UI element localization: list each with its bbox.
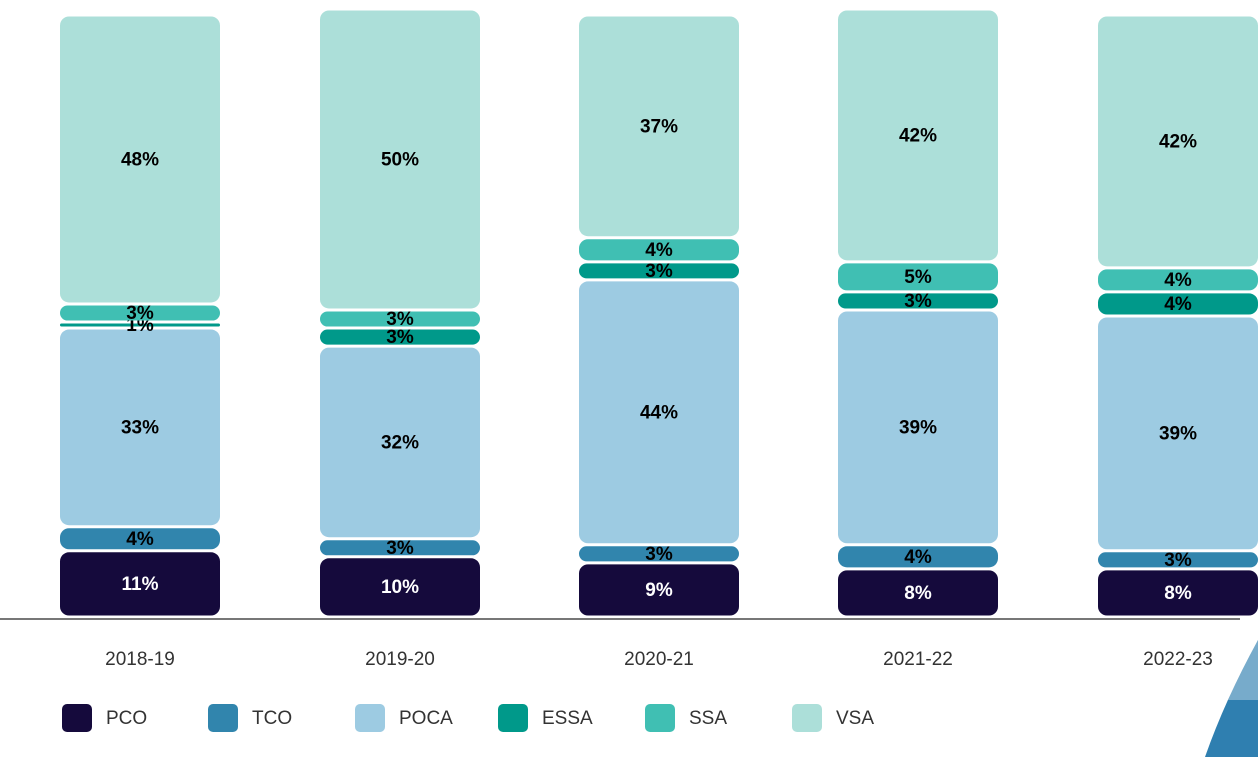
bar-segment: [579, 546, 739, 562]
legend-label: PCO: [106, 708, 147, 729]
legend-swatch: [645, 704, 675, 732]
bar-segment: [320, 329, 480, 345]
bar-segment: [320, 347, 480, 538]
bar-segment: [838, 10, 998, 261]
bar-segment: [320, 10, 480, 309]
segment-label: 4%: [1164, 294, 1192, 315]
x-tick-label: 2019-20: [365, 649, 435, 670]
segment-label: 3%: [386, 327, 414, 348]
segment-label: 3%: [645, 261, 673, 282]
segment-label: 10%: [381, 577, 419, 598]
legend-swatch: [498, 704, 528, 732]
segment-label: 3%: [1164, 550, 1192, 571]
segment-label: 50%: [381, 149, 419, 170]
bar-segment: [1098, 269, 1258, 291]
segment-label: 3%: [126, 303, 154, 324]
x-tick-label: 2018-19: [105, 649, 175, 670]
bar-segment: [60, 552, 220, 616]
segment-label: 42%: [1159, 131, 1197, 152]
segment-label: 5%: [904, 267, 932, 288]
bar-segment: [579, 281, 739, 544]
bar-segment: [1098, 552, 1258, 568]
legend-swatch: [792, 704, 822, 732]
bar-segment: [838, 570, 998, 616]
legend-swatch: [355, 704, 385, 732]
segment-label: 44%: [640, 402, 678, 423]
bar-segment: [60, 329, 220, 526]
legend-label: VSA: [836, 708, 874, 729]
segment-label: 39%: [1159, 423, 1197, 444]
x-tick-label: 2021-22: [883, 649, 953, 670]
segment-label: 3%: [645, 544, 673, 565]
x-tick-label: 2020-21: [624, 649, 694, 670]
segment-label: 39%: [899, 417, 937, 438]
bar-segment: [838, 311, 998, 544]
segment-label: 4%: [126, 529, 154, 550]
segment-label: 37%: [640, 116, 678, 137]
decoration: [1205, 640, 1258, 757]
bar-segment: [838, 293, 998, 309]
legend-label: SSA: [689, 708, 727, 729]
segment-label: 11%: [122, 574, 159, 595]
bar-segment: [320, 540, 480, 556]
legend-swatch: [62, 704, 92, 732]
decoration: [1228, 640, 1258, 700]
bar-segment: [1098, 570, 1258, 616]
bar-segment: [320, 311, 480, 327]
segment-label: 4%: [645, 240, 673, 261]
bar-segment: [579, 564, 739, 616]
segment-label: 33%: [121, 417, 159, 438]
segment-label: 8%: [1164, 583, 1192, 604]
legend-label: POCA: [399, 708, 453, 729]
x-tick-label: 2022-23: [1143, 649, 1213, 670]
bar-segment: [1098, 317, 1258, 550]
legend-swatch: [208, 704, 238, 732]
bar-segment: [579, 239, 739, 261]
segment-label: 3%: [386, 309, 414, 330]
bar-segment: [1098, 293, 1258, 315]
bar-segment: [579, 263, 739, 279]
legend-label: TCO: [252, 708, 292, 729]
segment-label: 8%: [904, 583, 932, 604]
bar-segment: [60, 323, 220, 327]
bar-segment: [579, 16, 739, 237]
bar-segment: [838, 546, 998, 568]
bar-segment: [320, 558, 480, 616]
legend-label: ESSA: [542, 708, 593, 729]
segment-label: 4%: [904, 547, 932, 568]
bar-segment: [838, 263, 998, 291]
segment-label: 32%: [381, 432, 419, 453]
segment-label: 3%: [904, 291, 932, 312]
bar-segment: [60, 528, 220, 550]
bar-segment: [60, 16, 220, 303]
segment-label: 9%: [645, 580, 673, 601]
segment-label: 48%: [121, 149, 159, 170]
bar-segment: [1098, 16, 1258, 267]
segment-label: 3%: [386, 538, 414, 559]
segment-label: 42%: [899, 125, 937, 146]
segment-label: 4%: [1164, 270, 1192, 291]
bar-segment: [60, 305, 220, 321]
